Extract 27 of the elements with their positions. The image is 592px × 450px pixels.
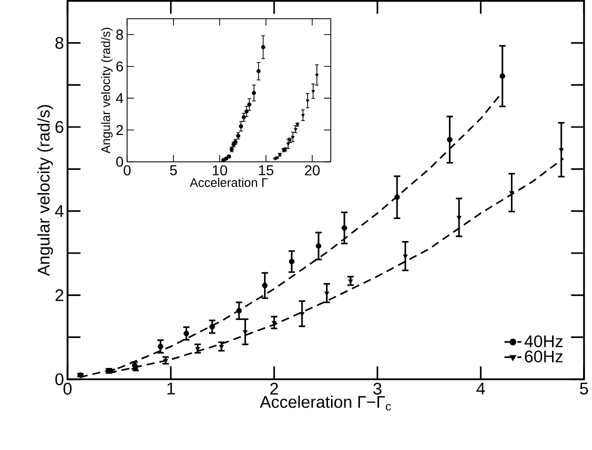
y-tick-label: 0 [116, 156, 124, 167]
y-tick-label: 2 [116, 125, 123, 136]
y-tick-label: 2 [56, 289, 64, 302]
y-tick-label: 6 [116, 61, 124, 72]
y-tick-label: 6 [56, 121, 64, 134]
y-tick-label: 8 [55, 37, 64, 49]
x-tick-label: 5 [580, 382, 588, 395]
x-tick-label: 1 [167, 382, 175, 394]
y-tick-label: 0 [55, 373, 64, 386]
y-tick-label: 4 [116, 93, 124, 104]
x-tick-label: 15 [259, 165, 274, 176]
x-axis-title: Acceleration Γ [190, 178, 268, 188]
y-axis-title: Angular velocity (rad/s) [37, 105, 53, 276]
x-tick-label: 5 [170, 165, 177, 176]
y-tick-label: 8 [116, 30, 124, 40]
y-axis-title: Angular velocity (rad/s) [101, 28, 113, 154]
x-tick-label: 4 [476, 382, 485, 394]
x-tick-label: 3 [373, 382, 382, 395]
x-tick-label: 0 [64, 382, 72, 395]
x-tick-label: 2 [270, 382, 278, 395]
x-tick-label: 20 [304, 165, 320, 176]
x-axis-title: Acceleration Γ−Γ$_{c}$ [260, 396, 391, 411]
x-tick-label: 10 [212, 165, 228, 176]
x-tick-label: 0 [124, 165, 131, 176]
legend-label: 60Hz [524, 350, 563, 363]
y-tick-label: 4 [55, 205, 64, 217]
legend-label: 40Hz [524, 335, 563, 348]
